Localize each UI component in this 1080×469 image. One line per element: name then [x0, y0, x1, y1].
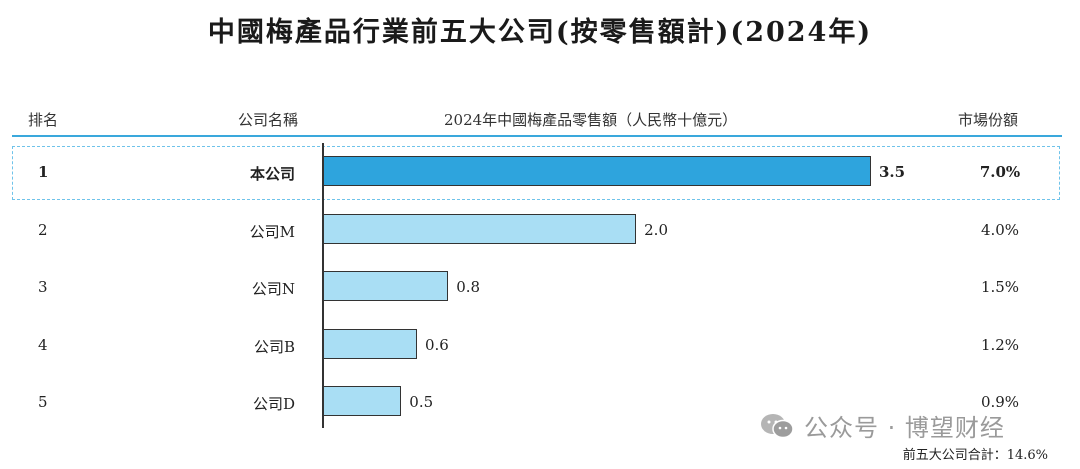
market-share-cell: 1.5% — [980, 278, 1020, 296]
bar-value-label: 0.6 — [424, 335, 449, 354]
column-header-rank: 排名 — [28, 111, 59, 129]
chart-title: 中國梅產品行業前五大公司(按零售額計)(2024年) — [207, 17, 873, 48]
rank-cell: 1 — [38, 163, 49, 181]
company-name-label: 本公司 — [249, 165, 295, 183]
market-share-cell: 4.0% — [980, 220, 1020, 239]
wechat-icon — [761, 413, 794, 438]
bar-axis — [322, 143, 324, 428]
company-name-label: 公司N — [251, 280, 295, 298]
watermark: 公众号 · 博望财经 — [760, 408, 1005, 443]
sales-bar — [323, 213, 637, 244]
sales-bar — [323, 156, 871, 186]
watermark-text: 公众号 · 博望财经 — [804, 414, 1005, 442]
column-header-company: 公司名稱 — [238, 111, 299, 129]
total-share-note: 前五大公司合計：14.6% — [902, 448, 1048, 463]
market-share-cell: 1.2% — [980, 335, 1020, 354]
bar-value-label: 3.5 — [879, 163, 906, 181]
sales-bar — [323, 328, 417, 359]
rank-cell: 5 — [38, 393, 48, 411]
header-rule — [12, 135, 1062, 137]
rank-cell: 3 — [38, 278, 48, 296]
sales-bar — [323, 386, 402, 416]
company-name-label: 公司D — [252, 395, 295, 413]
highlight-row-box — [12, 146, 1060, 200]
market-share-cell: 7.0% — [979, 163, 1021, 181]
rank-cell: 4 — [38, 335, 48, 354]
sales-bar — [323, 271, 449, 301]
bar-value-label: 0.8 — [456, 278, 481, 296]
column-header-sales: 2024年中國梅產品零售額（人民幣十億元） — [444, 111, 738, 129]
rank-cell: 2 — [38, 220, 48, 239]
column-header-share: 市場份額 — [958, 111, 1019, 129]
market-share-cell: 0.9% — [980, 393, 1020, 411]
company-name-label: 公司B — [253, 337, 295, 356]
bar-value-label: 0.5 — [409, 393, 434, 411]
bar-value-label: 2.0 — [644, 220, 668, 239]
company-name-label: 公司M — [249, 222, 295, 241]
